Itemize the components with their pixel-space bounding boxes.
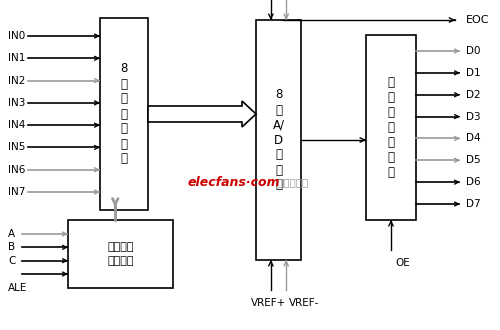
Text: D6: D6 [466, 177, 480, 187]
Text: 电友友友友: 电友友友友 [278, 177, 309, 187]
Text: B: B [8, 242, 15, 252]
Text: VREF+: VREF+ [251, 298, 286, 308]
Text: 8
路
模
拟
量
开
关: 8 路 模 拟 量 开 关 [120, 62, 128, 166]
Text: IN0: IN0 [8, 31, 25, 41]
Text: D3: D3 [466, 112, 480, 121]
Text: IN7: IN7 [8, 187, 25, 197]
Text: IN6: IN6 [8, 165, 25, 175]
Text: ALE: ALE [8, 283, 28, 293]
Text: C: C [8, 256, 16, 266]
Text: IN4: IN4 [8, 120, 25, 130]
Bar [366, 35, 416, 220]
Text: 地址锁存
与译码器: 地址锁存 与译码器 [107, 243, 134, 266]
Bar [68, 220, 173, 288]
Bar [100, 18, 148, 210]
Bar [256, 20, 301, 260]
Text: D0: D0 [466, 46, 480, 56]
Text: D2: D2 [466, 90, 480, 100]
Text: IN1: IN1 [8, 53, 25, 63]
Text: 8
路
A/
D
转
换
器: 8 路 A/ D 转 换 器 [272, 88, 284, 191]
Text: IN3: IN3 [8, 98, 25, 108]
Text: A: A [8, 229, 15, 239]
Text: IN2: IN2 [8, 76, 25, 85]
Text: elecfans·com: elecfans·com [188, 176, 280, 188]
Text: OE: OE [396, 258, 410, 268]
Text: D5: D5 [466, 155, 480, 165]
Text: VREF-: VREF- [289, 298, 320, 308]
Text: EOC: EOC [466, 15, 489, 25]
Text: D7: D7 [466, 199, 480, 209]
Polygon shape [148, 101, 256, 127]
Text: IN5: IN5 [8, 143, 25, 152]
Text: D1: D1 [466, 68, 480, 78]
Text: D4: D4 [466, 133, 480, 144]
Text: 三
态
输
出
锁
存
器: 三 态 输 出 锁 存 器 [388, 76, 394, 179]
